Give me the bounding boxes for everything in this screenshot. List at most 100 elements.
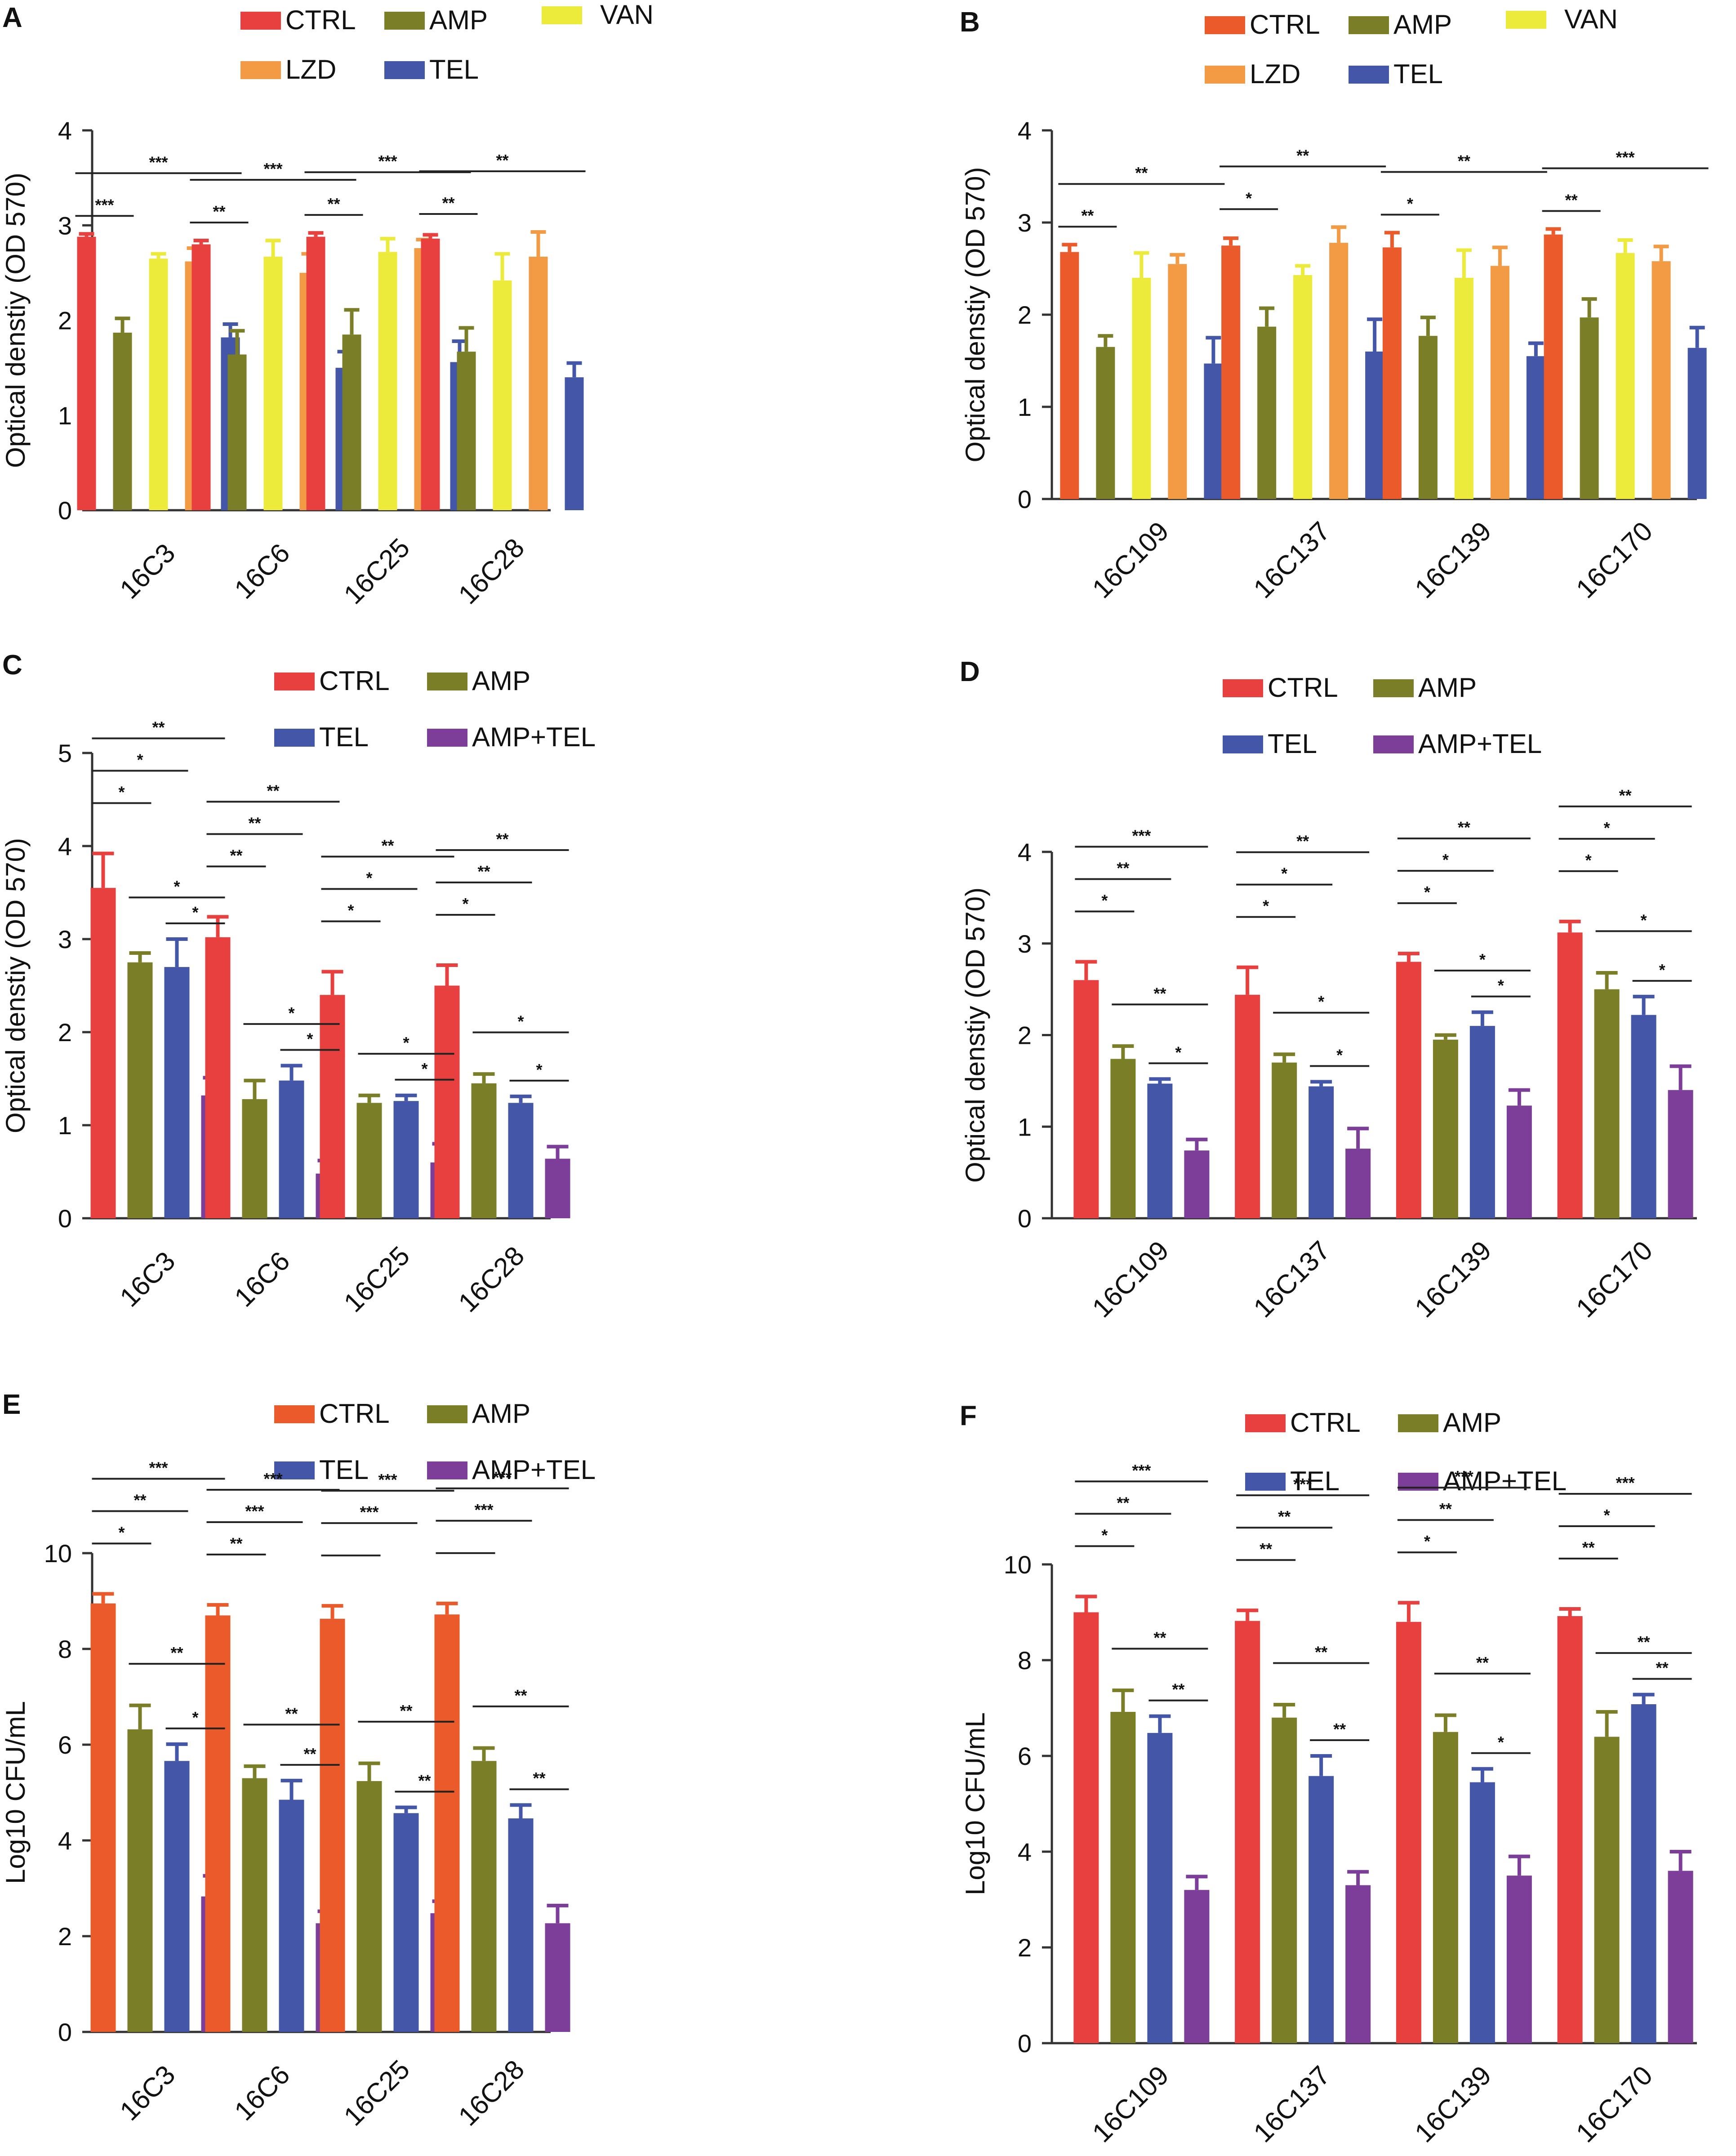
sig-label: ** bbox=[267, 781, 279, 800]
panel-f: F CTRL AMP TEL AMP+TEL 0 2 4 6 8 10 Log10 CFU/mL 16C… bbox=[960, 1400, 1697, 2148]
sig-label: * bbox=[1498, 1733, 1504, 1751]
sig-label: * bbox=[366, 869, 372, 887]
sig-label: ** bbox=[152, 718, 165, 737]
sig-label: *** bbox=[378, 152, 397, 170]
bar-ctrl bbox=[191, 244, 211, 510]
sig-label: ** bbox=[1081, 206, 1094, 225]
sig-label: * bbox=[1318, 993, 1324, 1011]
sig-label: * bbox=[192, 1708, 198, 1727]
bar-amp bbox=[1418, 336, 1438, 499]
sig-label: ** bbox=[400, 1702, 412, 1720]
sig-label: *** bbox=[263, 1470, 282, 1488]
sig-label: ** bbox=[533, 1769, 545, 1787]
sig-label: *** bbox=[1455, 1467, 1473, 1486]
category-label: 16C139 bbox=[1409, 1235, 1497, 1323]
legend-label-amp-tel: AMP+TEL bbox=[472, 1455, 596, 1485]
sig-label: * bbox=[137, 751, 143, 769]
panel-letter: F bbox=[960, 1400, 977, 1431]
panel-a: A CTRL AMP VAN LZD TEL 0 1 2 3 4 Optical denstiy (O… bbox=[0, 0, 654, 610]
sig-label: ** bbox=[1458, 152, 1470, 170]
legend-label-lzd: LZD bbox=[1250, 59, 1300, 89]
bar-ctrl bbox=[205, 1615, 231, 2032]
category-label: 16C109 bbox=[1086, 516, 1175, 604]
y-tick-label: 0 bbox=[1018, 2029, 1032, 2058]
sig-label: ** bbox=[303, 1745, 316, 1763]
category-label: 16C25 bbox=[338, 532, 415, 610]
bar-tel bbox=[1147, 1733, 1173, 2043]
category-label: 16C6 bbox=[229, 1246, 296, 1313]
bar-lzd bbox=[1168, 264, 1187, 499]
bar-tel bbox=[1204, 363, 1223, 499]
legend-swatch-tel bbox=[274, 1461, 315, 1479]
category-label: 16C28 bbox=[453, 2054, 530, 2131]
category-label: 16C25 bbox=[338, 2054, 415, 2131]
sig-label: ** bbox=[496, 830, 508, 848]
bar-lzd bbox=[1490, 266, 1509, 499]
legend-label-ctrl: CTRL bbox=[319, 666, 390, 696]
sig-label: * bbox=[288, 1004, 294, 1022]
sig-label: *** bbox=[360, 1503, 378, 1521]
bar-amp bbox=[1110, 1059, 1136, 1218]
legend-label-tel: TEL bbox=[1268, 729, 1317, 759]
y-tick-label: 2 bbox=[58, 307, 72, 335]
sig-label: * bbox=[421, 1060, 427, 1078]
category-label: 16C137 bbox=[1248, 516, 1336, 604]
bar-ctrl bbox=[421, 238, 440, 510]
sig-label: ** bbox=[1565, 191, 1578, 209]
legend-swatch-amp bbox=[427, 1405, 467, 1423]
y-tick-label: 8 bbox=[1018, 1646, 1032, 1675]
sig-label: ** bbox=[1278, 1507, 1291, 1526]
y-axis-label: Optical denstiy (OD 570) bbox=[960, 167, 990, 463]
bar-tel bbox=[1687, 347, 1707, 499]
bar-ctrl bbox=[1073, 980, 1099, 1218]
category-label: 16C3 bbox=[114, 2059, 181, 2126]
sig-label: ** bbox=[1656, 1659, 1669, 1677]
y-tick-label: 1 bbox=[58, 1111, 72, 1140]
sig-label: * bbox=[1336, 1046, 1343, 1064]
legend-label-ctrl: CTRL bbox=[1268, 673, 1338, 703]
sig-label: ** bbox=[1117, 859, 1129, 878]
sig-label: * bbox=[1659, 961, 1665, 979]
y-tick-label: 1 bbox=[1018, 1113, 1032, 1141]
sig-label: *** bbox=[149, 153, 168, 171]
sig-label: * bbox=[1498, 976, 1504, 995]
legend-label-ctrl: CTRL bbox=[319, 1399, 390, 1429]
bar-tel bbox=[1469, 1026, 1495, 1218]
bar-tel bbox=[1365, 352, 1384, 499]
sig-label: ** bbox=[1582, 1538, 1595, 1557]
bar-ctrl bbox=[1557, 932, 1583, 1218]
category-label: 16C170 bbox=[1570, 516, 1658, 604]
legend-swatch-amp-tel bbox=[427, 729, 467, 747]
y-tick-label: 3 bbox=[1018, 209, 1032, 237]
sig-label: ** bbox=[477, 862, 490, 881]
bar-ctrl bbox=[205, 937, 231, 1218]
legend-label-ctrl: CTRL bbox=[285, 5, 356, 35]
bar-amp bbox=[342, 334, 361, 510]
y-tick-label: 6 bbox=[58, 1731, 72, 1759]
legend-swatch-ctrl bbox=[1223, 679, 1263, 697]
bar-van bbox=[149, 258, 168, 510]
bar-amp bbox=[356, 1781, 382, 2032]
sig-label: * bbox=[1263, 897, 1269, 915]
bar-amp bbox=[127, 962, 153, 1218]
legend-label-amp: AMP bbox=[472, 666, 530, 696]
sig-label: *** bbox=[95, 196, 114, 214]
bar-amp bbox=[1257, 326, 1277, 499]
bar-ctrl bbox=[1235, 1621, 1260, 2043]
sig-label: ** bbox=[1296, 832, 1309, 851]
y-tick-label: 4 bbox=[1018, 116, 1032, 145]
sig-label: ** bbox=[1296, 146, 1309, 165]
sig-label: ** bbox=[1619, 786, 1632, 805]
sig-label: ** bbox=[1638, 1633, 1650, 1651]
bar-ctrl bbox=[1396, 1621, 1421, 2043]
sig-label: ** bbox=[1439, 1500, 1452, 1518]
sig-label: ** bbox=[514, 1686, 527, 1705]
legend-label-tel: TEL bbox=[429, 54, 479, 85]
y-tick-label: 4 bbox=[58, 832, 72, 860]
y-tick-label: 1 bbox=[1018, 393, 1032, 421]
panel-letter: A bbox=[2, 2, 22, 33]
sig-label: * bbox=[1175, 1043, 1181, 1061]
sig-label: * bbox=[1424, 883, 1430, 901]
bar-amp-tel bbox=[1184, 1150, 1210, 1218]
sig-label: * bbox=[118, 783, 125, 802]
